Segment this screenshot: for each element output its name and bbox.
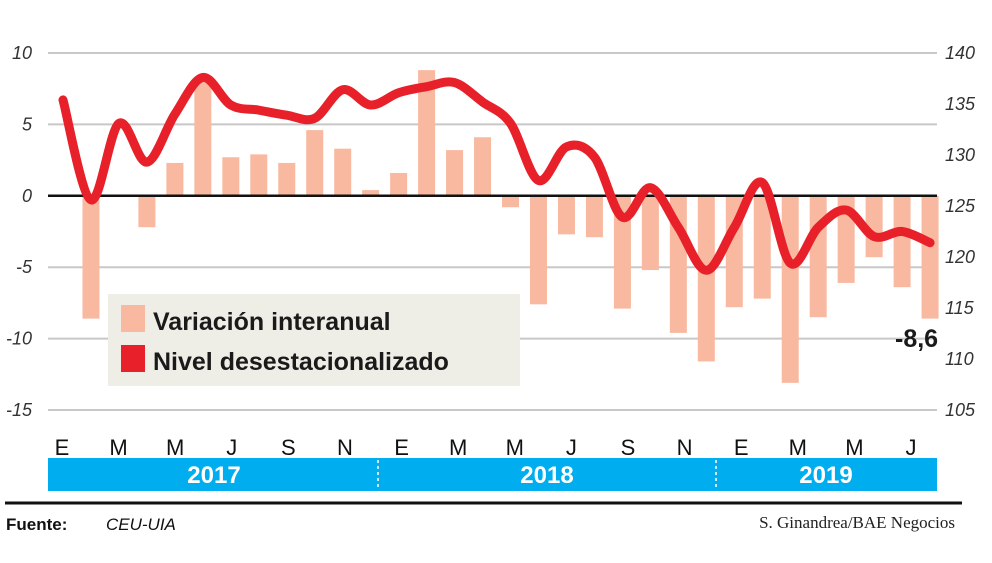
left-tick-label: -5 [16,257,33,277]
left-tick-label: 5 [22,114,33,134]
year-band [48,458,937,491]
source-value: CEU-UIA [106,515,176,534]
source-label: Fuente: [6,515,67,534]
bar [585,195,603,238]
x-tick-label: M [166,435,184,460]
x-tick-label: J [566,435,577,460]
bar [893,195,911,288]
bar [781,195,799,383]
bar [82,195,100,319]
legend-label-line: Nivel desestacionalizado [153,348,449,376]
bar [446,150,464,196]
bar [753,195,771,299]
bar [362,190,380,196]
left-tick-label: -15 [6,400,33,420]
left-tick-label: 10 [12,43,32,63]
x-tick-label: E [55,435,70,460]
bar [194,78,212,196]
x-tick-label: J [906,435,917,460]
bar [557,195,575,235]
legend: Variación interanual Nivel desestacional… [108,294,520,386]
year-label: 2019 [799,462,852,489]
right-tick-label: 115 [945,298,975,318]
right-tick-label: 120 [945,247,975,267]
right-tick-label: 140 [945,43,975,63]
right-axis: 140 135 130 125 120 115 110 105 [945,43,976,420]
bar [613,195,631,309]
bar [222,157,240,196]
x-tick-label: S [281,435,296,460]
bar [250,154,268,196]
x-tick-label: E [734,435,749,460]
x-tick-label: M [845,435,863,460]
x-tick-label: M [109,435,127,460]
bar [529,195,547,305]
bar [306,130,324,196]
bar [334,148,352,196]
right-tick-label: 105 [945,400,976,420]
left-tick-label: -10 [6,329,32,349]
right-tick-label: 125 [945,196,976,216]
x-tick-label: M [506,435,524,460]
year-label: 2018 [520,462,573,489]
bar [474,137,492,196]
x-tick-label: S [621,435,636,460]
legend-swatch-bar [121,305,145,332]
last-value-annotation: -8,6 [895,325,938,353]
x-tick-label: M [449,435,467,460]
legend-label-bar: Variación interanual [153,308,391,336]
credit: S. Ginandrea/BAE Negocios [759,513,955,532]
bar [418,70,436,196]
line-series [58,72,935,275]
bar [921,195,939,319]
bar [166,162,184,196]
x-tick-label: M [789,435,807,460]
x-tick-label: E [394,435,409,460]
x-tick-label: J [226,435,237,460]
right-tick-label: 110 [945,349,974,369]
bar [390,172,408,196]
bar [641,195,659,271]
x-tick-label: N [337,435,353,460]
x-tick-label: N [677,435,693,460]
bar [697,195,715,362]
left-axis: 10 5 0 -5 -10 -15 [6,43,33,420]
bar [138,195,156,228]
legend-swatch-line [121,345,145,372]
bar [502,195,520,208]
bar [809,195,827,318]
right-tick-label: 130 [945,145,975,165]
left-tick-label: 0 [22,186,32,206]
right-tick-label: 135 [945,94,976,114]
legend-background [108,294,520,386]
bar [278,162,296,196]
year-label: 2017 [187,462,240,489]
